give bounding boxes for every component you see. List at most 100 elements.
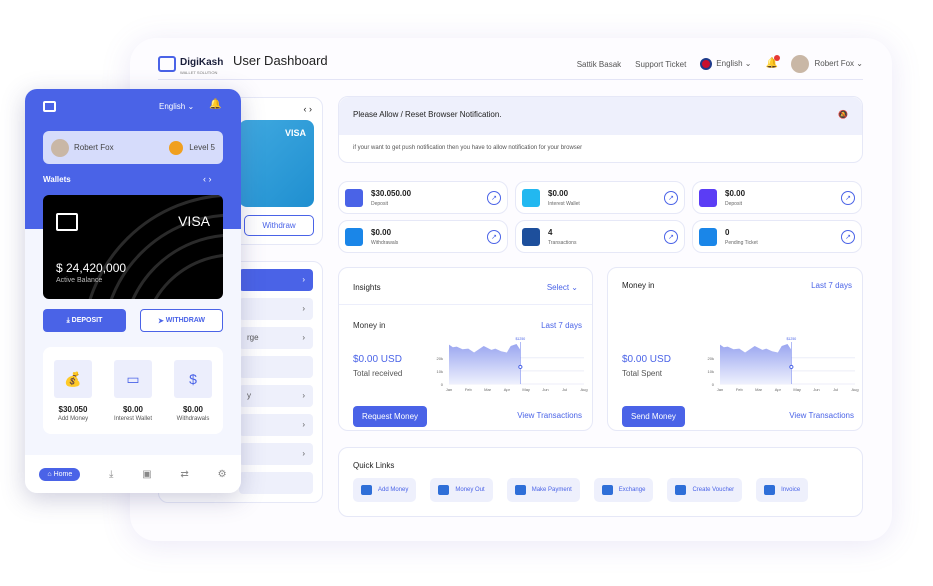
- quick-link[interactable]: Create Voucher: [667, 478, 743, 502]
- stat-icon: [345, 188, 363, 207]
- link-support[interactable]: Support Ticket: [635, 59, 687, 69]
- tile-withdrawals[interactable]: $ $0.00 Withdrawals: [168, 360, 218, 434]
- deposit-button[interactable]: ⤓ DEPOSIT: [43, 309, 126, 332]
- quick-link[interactable]: Make Payment: [506, 478, 580, 502]
- view-transactions-link[interactable]: View Transactions: [517, 411, 582, 420]
- stat-card[interactable]: $0.00 Deposit ↗: [692, 181, 862, 214]
- user-menu[interactable]: Robert Fox ⌄: [791, 55, 863, 73]
- black-visa-card[interactable]: VISA $ 24,420,000 Active Balance: [43, 195, 223, 299]
- balance: $ 24,420,000: [56, 261, 127, 275]
- card-brand: VISA: [178, 213, 210, 229]
- menu-item[interactable]: y ›: [239, 385, 313, 407]
- view-transactions-link[interactable]: View Transactions: [789, 411, 854, 420]
- arrow-up-right-icon[interactable]: ↗: [664, 190, 678, 205]
- send-money-button[interactable]: Send Money: [622, 406, 685, 427]
- x-tick-label: Mar: [484, 387, 492, 392]
- quick-link[interactable]: Invoice: [756, 478, 809, 502]
- notification-body: if your want to get push notification th…: [353, 145, 583, 151]
- user-name: Robert Fox: [814, 59, 855, 69]
- x-tick-label: Feb: [736, 387, 744, 392]
- x-tick-label: Apr: [775, 387, 782, 392]
- menu-item[interactable]: [239, 472, 313, 494]
- notification-panel: Please Allow / Reset Browser Notificatio…: [338, 96, 863, 163]
- language-select[interactable]: English ⌄: [700, 58, 751, 70]
- stats-grid: $30.050.00 Deposit ↗ $0.00 Interest Wallet ↗ $…: [338, 181, 863, 253]
- x-tick-label: Aug: [851, 387, 858, 392]
- profile-bar[interactable]: Robert Fox Level 5: [43, 131, 223, 164]
- menu-item[interactable]: ›: [239, 298, 313, 320]
- insights-card: Insights Select ⌄ Money in Last 7 days $…: [338, 267, 593, 431]
- tile-interest-wallet[interactable]: ▭ $0.00 Interest Wallet: [108, 360, 158, 434]
- logo[interactable]: DigiKash WALLET SOLUTION: [158, 52, 223, 75]
- nav-settings-icon[interactable]: ⚙: [217, 468, 227, 480]
- range-link[interactable]: Last 7 days: [811, 281, 852, 290]
- stat-card[interactable]: $0.00 Interest Wallet ↗: [515, 181, 685, 214]
- wallet-nav-arrows[interactable]: ‹ ›: [203, 174, 212, 184]
- nav-deposit-icon[interactable]: ⤓: [109, 468, 114, 480]
- stat-icon: [345, 227, 363, 246]
- x-tick-label: Feb: [465, 387, 473, 392]
- brand-sub: WALLET SOLUTION: [180, 70, 218, 75]
- menu-item[interactable]: ›: [239, 414, 313, 436]
- withdraw-button[interactable]: ➤ WITHDRAW: [140, 309, 223, 332]
- withdraw-button[interactable]: Withdraw: [244, 215, 314, 236]
- page-title: User Dashboard: [233, 53, 328, 68]
- card-nav-arrows[interactable]: ‹ ›: [303, 104, 313, 114]
- card-brand: VISA: [284, 128, 306, 138]
- area-chart: 0 10k 20k $1250 Jan Feb Mar Apr May Jun Jul Aug: [437, 337, 588, 392]
- phone-language-select[interactable]: English ⌄: [159, 102, 195, 111]
- nav-wallet-icon[interactable]: ▣: [142, 468, 152, 480]
- arrow-up-right-icon[interactable]: ↗: [841, 229, 855, 244]
- nav-home-label: Home: [53, 470, 73, 478]
- avatar: [51, 138, 69, 157]
- stat-card[interactable]: $30.050.00 Deposit ↗: [338, 181, 508, 214]
- stat-icon: [699, 227, 717, 246]
- deposit-label: DEPOSIT: [71, 317, 103, 324]
- menu-item[interactable]: rge ›: [239, 327, 313, 349]
- quick-link-icon: [764, 485, 776, 495]
- bell-off-icon[interactable]: 🔕: [838, 110, 848, 119]
- bell-icon[interactable]: 🔔: [209, 99, 222, 110]
- atm-icon: $: [174, 360, 212, 398]
- uk-flag-icon: [700, 58, 713, 70]
- menu-item[interactable]: ›: [239, 269, 313, 291]
- x-tick-label: Jul: [833, 387, 838, 392]
- quick-link-label: Make Payment: [531, 487, 572, 493]
- money-in-label: Money in: [353, 321, 386, 330]
- stat-value: 4: [548, 227, 553, 237]
- quick-link[interactable]: Add Money: [353, 478, 417, 502]
- arrow-up-right-icon[interactable]: ↗: [841, 190, 855, 205]
- marker-point: [789, 364, 794, 370]
- stat-card[interactable]: 0 Pending Ticket ↗: [692, 220, 862, 253]
- stat-card[interactable]: 4 Transactions ↗: [515, 220, 685, 253]
- wallets-heading: Wallets: [43, 175, 71, 184]
- arrow-up-right-icon[interactable]: ↗: [487, 190, 501, 205]
- menu-item[interactable]: ›: [239, 443, 313, 465]
- nav-transfer-icon[interactable]: ⇄: [180, 468, 189, 480]
- header: DigiKash WALLET SOLUTION User Dashboard S…: [158, 38, 863, 80]
- marker-point: [518, 364, 523, 370]
- nav-home[interactable]: ⌂ Home: [39, 467, 81, 481]
- x-tick-label: Jan: [717, 387, 723, 392]
- arrow-up-right-icon[interactable]: ↗: [487, 229, 501, 244]
- range-link[interactable]: Last 7 days: [541, 321, 582, 330]
- bell-icon[interactable]: 🔔: [765, 55, 781, 70]
- stat-value: $0.00: [725, 188, 746, 198]
- y-tick-label: 20k: [708, 356, 714, 361]
- quick-link-icon: [514, 485, 526, 495]
- amount: $0.00 USD: [622, 354, 671, 365]
- menu-item[interactable]: [239, 356, 313, 378]
- quick-link[interactable]: Exchange: [593, 478, 654, 502]
- brand-name: DigiKash: [180, 57, 224, 68]
- wallet-icon: [43, 101, 56, 112]
- arrow-up-right-icon[interactable]: ↗: [664, 229, 678, 244]
- y-tick-label: 20k: [437, 356, 443, 361]
- x-tick-label: Jul: [562, 387, 567, 392]
- link-user[interactable]: Sattik Basak: [576, 59, 622, 69]
- send-icon: ➤: [157, 317, 166, 325]
- tile-add-money[interactable]: 💰 $30.050 Add Money: [48, 360, 98, 434]
- select-dropdown[interactable]: Select ⌄: [546, 283, 578, 292]
- quick-link[interactable]: Money Out: [430, 478, 493, 502]
- request-money-button[interactable]: Request Money: [353, 406, 428, 427]
- stat-card[interactable]: $0.00 Withdrawals ↗: [338, 220, 508, 253]
